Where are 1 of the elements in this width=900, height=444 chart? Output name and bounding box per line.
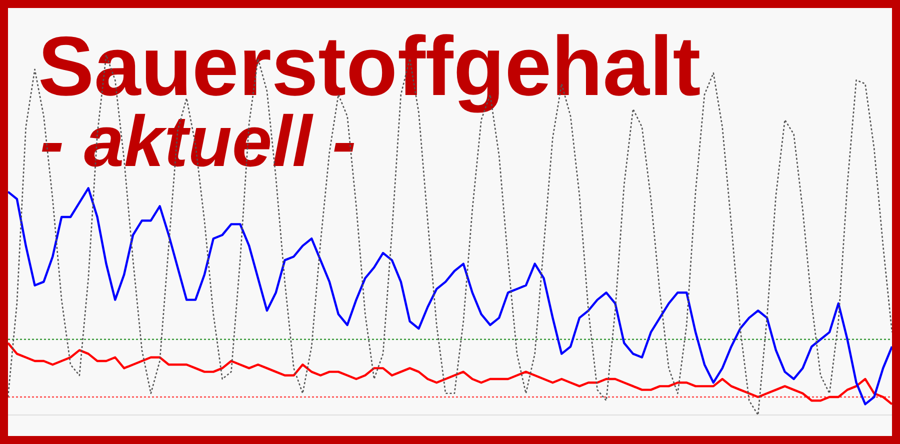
chart-title: Sauerstoffgehalt [38, 19, 701, 113]
